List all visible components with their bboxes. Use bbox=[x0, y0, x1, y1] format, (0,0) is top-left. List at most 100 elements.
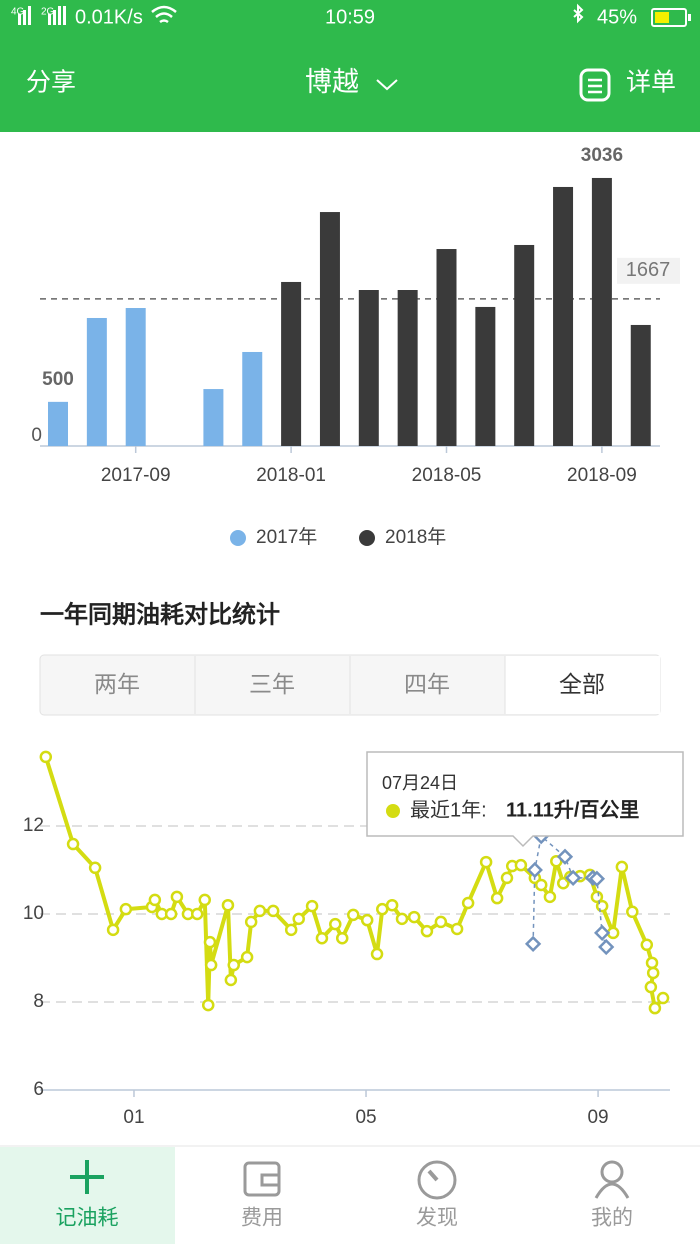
network-label: 4G bbox=[11, 7, 25, 18]
bar bbox=[281, 281, 302, 446]
data-point bbox=[360, 913, 374, 927]
data-point bbox=[227, 958, 241, 972]
data-point bbox=[284, 923, 298, 937]
tab[interactable]: 四年 bbox=[404, 671, 450, 697]
data-point bbox=[190, 907, 204, 921]
bar bbox=[630, 324, 651, 446]
data-point bbox=[564, 869, 582, 887]
data-point bbox=[395, 912, 409, 926]
data-point bbox=[648, 1001, 662, 1015]
bar bbox=[242, 351, 263, 446]
data-point bbox=[148, 893, 162, 907]
data-point bbox=[526, 861, 543, 879]
data-point bbox=[335, 931, 349, 945]
data-point bbox=[203, 935, 217, 949]
y-tick-label: 6 bbox=[33, 1079, 44, 1100]
data-point bbox=[164, 907, 178, 921]
data-point bbox=[204, 958, 218, 972]
y-tick-label: 10 bbox=[23, 903, 44, 924]
data-point bbox=[347, 908, 360, 922]
detail-button[interactable]: 详单 bbox=[626, 69, 676, 97]
legend-marker bbox=[230, 530, 246, 546]
data-point bbox=[646, 966, 660, 980]
data-point bbox=[626, 905, 639, 919]
data-point bbox=[598, 938, 615, 956]
data-point bbox=[39, 750, 53, 764]
data-point bbox=[656, 991, 670, 1005]
data-point bbox=[407, 910, 421, 924]
bar bbox=[397, 289, 418, 446]
data-point bbox=[524, 935, 542, 953]
tooltip bbox=[366, 751, 684, 848]
data-point bbox=[593, 924, 611, 942]
data-point bbox=[514, 858, 528, 872]
legend-label[interactable]: 2017年 bbox=[256, 526, 317, 548]
tab[interactable]: 全部 bbox=[559, 671, 605, 697]
x-tick-label: 2018-05 bbox=[412, 465, 482, 486]
bar bbox=[591, 177, 612, 446]
network-label: 2G bbox=[41, 7, 55, 18]
data-point bbox=[106, 923, 120, 937]
data-point bbox=[645, 956, 659, 970]
data-point bbox=[588, 870, 606, 887]
data-point bbox=[224, 973, 238, 987]
tooltip-date: 07月24日 bbox=[382, 773, 458, 793]
data-point bbox=[370, 947, 384, 961]
tooltip-value: 11.11升/百公里 bbox=[506, 798, 639, 821]
tab[interactable]: 两年 bbox=[94, 671, 140, 697]
bar-value-label: 500 bbox=[42, 369, 74, 390]
nav-item[interactable]: 记油耗 bbox=[56, 1207, 119, 1230]
share-button[interactable]: 分享 bbox=[26, 69, 76, 97]
data-point bbox=[119, 902, 133, 916]
x-tick-label: 09 bbox=[587, 1107, 608, 1128]
data-point bbox=[385, 898, 399, 912]
data-point bbox=[253, 904, 267, 918]
bar bbox=[86, 317, 107, 446]
data-point bbox=[376, 902, 389, 916]
detail-icon[interactable] bbox=[579, 68, 611, 102]
status-icons bbox=[18, 3, 691, 27]
tab-selected-bg bbox=[505, 656, 660, 714]
nav-item[interactable]: 费用 bbox=[241, 1207, 283, 1230]
data-point bbox=[590, 890, 604, 904]
data-point bbox=[434, 915, 448, 929]
clock: 10:59 bbox=[325, 6, 375, 28]
x-tick-label: 01 bbox=[123, 1107, 144, 1128]
data-point bbox=[329, 917, 342, 931]
data-point bbox=[461, 896, 475, 910]
nav-item[interactable]: 我的 bbox=[591, 1207, 633, 1230]
bar-value-label: 3036 bbox=[581, 145, 623, 166]
app-bar-bg bbox=[0, 0, 700, 132]
data-point bbox=[490, 891, 504, 905]
data-point bbox=[420, 924, 434, 938]
bar bbox=[514, 244, 535, 446]
average-label-bg bbox=[617, 257, 680, 284]
data-point bbox=[615, 860, 629, 874]
data-point bbox=[556, 848, 574, 865]
x-tick-label: 2017-09 bbox=[101, 465, 171, 486]
nav-icons bbox=[70, 1160, 630, 1200]
data-point bbox=[305, 899, 319, 913]
section-title: 一年同期油耗对比统计 bbox=[40, 600, 280, 628]
x-tick-label: 2018-09 bbox=[567, 465, 637, 486]
x-tick-label: 05 bbox=[355, 1107, 376, 1128]
y-tick-label: 12 bbox=[23, 815, 44, 836]
data-point bbox=[500, 871, 514, 885]
bar bbox=[553, 186, 574, 446]
vehicle-title[interactable]: 博越 bbox=[305, 67, 359, 97]
dropdown-chevron[interactable] bbox=[376, 79, 398, 91]
nav-item[interactable]: 发现 bbox=[416, 1207, 458, 1230]
bar bbox=[48, 401, 68, 446]
y-tick-label: 0 bbox=[31, 425, 42, 446]
data-point bbox=[292, 912, 305, 926]
legend-label[interactable]: 2018年 bbox=[385, 526, 446, 548]
tab[interactable]: 三年 bbox=[249, 671, 295, 697]
data-point bbox=[315, 931, 329, 945]
data-point bbox=[534, 878, 548, 892]
y-tick-label: 8 bbox=[33, 991, 44, 1012]
tooltip-label: 最近1年: bbox=[410, 798, 487, 821]
data-point bbox=[244, 915, 258, 929]
data-point bbox=[198, 893, 212, 907]
legend-marker bbox=[359, 530, 375, 546]
